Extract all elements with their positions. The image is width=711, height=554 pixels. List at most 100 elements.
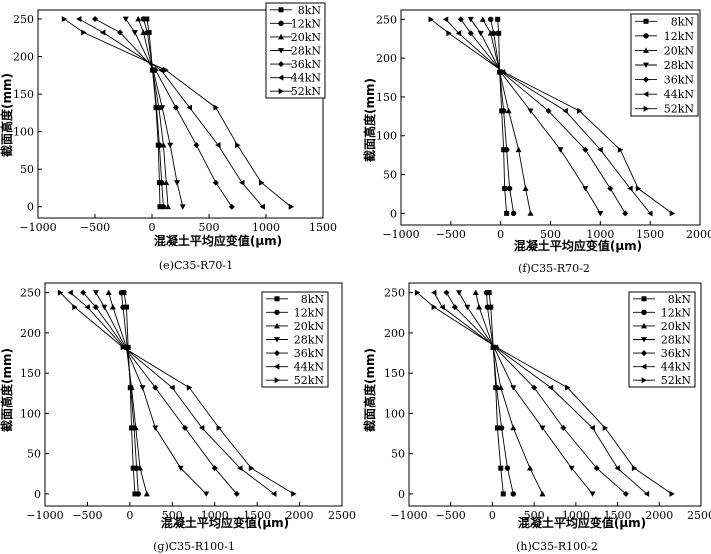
y-tick-label: 150 [376,91,397,104]
legend-marker-8kN [641,296,647,302]
data-point-44kN [67,289,73,296]
data-point-20kN [109,304,116,310]
y-tick-label: 0 [398,488,405,501]
x-axis-label-g: 混凝土平均应变值(μm) [161,515,289,530]
data-point-36kN [451,304,458,311]
legend-marker-36kN [278,61,284,68]
legend-label-28kN: 28kN [664,59,695,72]
data-point-8kN [495,16,501,22]
data-point-20kN [497,384,504,391]
legend-marker-36kN [641,350,647,357]
data-point-20kN [515,146,522,153]
y-tick-label: 0 [34,488,41,501]
data-point-28kN [101,304,108,311]
data-point-28kN [539,425,546,431]
legend-marker-20kN [641,322,647,329]
y-tick-label: 50 [27,448,41,461]
caption-f: (f)C35-R70-2 [518,262,590,275]
legend-marker-52kN [274,377,280,384]
y-tick-label: 50 [20,163,34,176]
legend-marker-52kN [278,88,284,95]
legend-label-20kN: 20kN [291,31,322,44]
legend-label-52kN: 52kN [661,374,692,387]
data-point-20kN [140,29,147,35]
data-point-52kN [414,289,421,296]
y-tick-label: 200 [376,52,397,65]
data-point-8kN [498,465,504,471]
legend-marker-52kN [643,105,649,112]
data-point-44kN [76,16,82,23]
legend-marker-44kN [643,91,649,98]
y-tick-label: 50 [391,448,405,461]
legend-label-28kN: 28kN [661,334,692,347]
x-tick-label: 500 [162,509,183,522]
plot-area-g: −1000 −500 0 500 1000 1500 2000 2500 0 50 100 150 20… [20,282,356,522]
data-point-12kN [510,491,516,497]
series-line-44kN [78,18,263,208]
series-line-20kN [482,19,532,214]
data-point-36kN [545,107,552,114]
data-point-44kN [198,424,205,431]
data-point-28kN [568,465,575,472]
data-point-36kN [467,30,474,37]
data-point-44kN [169,384,175,391]
data-point-36kN [152,384,159,391]
series-line-28kN [470,19,601,214]
data-point-36kN [117,29,124,36]
y-tick-label: 150 [20,367,41,380]
y-axis-label-g: 截面高度(mm) [0,348,14,432]
data-point-36kN [152,67,159,74]
legend-marker-8kN [278,7,284,13]
data-point-8kN [501,147,507,153]
x-tick-label: 0 [126,509,133,522]
data-point-36kN [172,104,179,111]
legend-label-44kN: 44kN [291,72,322,85]
legend-label-8kN: 8kN [671,15,695,28]
data-point-20kN [160,142,167,148]
data-point-8kN [130,465,136,471]
data-point-12kN [510,210,517,217]
data-point-52kN [120,344,127,351]
data-point-12kN [503,147,510,153]
legend-marker-36kN [643,76,649,83]
x-tick-label: 1000 [252,221,280,234]
data-point-12kN [493,384,500,391]
data-point-8kN [488,304,494,310]
data-point-52kN [213,104,219,111]
data-point-12kN [500,108,507,114]
series-line-52kN [63,18,292,208]
data-point-36kN [582,146,589,153]
x-tick-label: 2000 [645,509,673,522]
y-tick-label: 100 [384,407,405,420]
x-tick-label: 500 [199,221,220,234]
x-tick-label: 0 [497,228,504,241]
legend-label-36kN: 36kN [294,347,325,360]
data-point-36kN [211,465,218,472]
data-point-52kN [501,69,507,76]
plot-area-f: −1000 −500 0 500 1000 1500 2000 0 50 100 150 200 250… [376,9,711,241]
data-point-28kN [92,290,99,296]
data-point-44kN [84,304,90,311]
x-tick-label: −500 [72,509,102,522]
legend-label-20kN: 20kN [294,320,325,333]
data-point-36kN [531,384,538,391]
data-point-52kN [163,67,169,74]
legend-label-28kN: 28kN [291,45,322,58]
legend-marker-20kN [643,47,649,53]
series-line-20kN [475,292,543,495]
y-tick-label: 150 [13,88,34,101]
data-point-8kN [496,30,502,36]
data-point-28kN [174,180,181,186]
legend-marker-28kN [643,62,649,68]
x-tick-label: 0 [489,509,496,522]
data-point-44kN [271,490,277,497]
x-tick-label: 1500 [636,228,664,241]
data-point-28kN [139,385,146,391]
panel-f: −1000 −500 0 500 1000 1500 2000 0 50 100 150 200 250… [362,9,711,275]
data-point-36kN [193,142,200,149]
data-point-36kN [560,424,567,431]
y-tick-label: 100 [376,130,397,143]
data-point-52kN [291,490,297,497]
series-line-36kN [446,292,627,495]
data-point-12kN [118,289,125,296]
